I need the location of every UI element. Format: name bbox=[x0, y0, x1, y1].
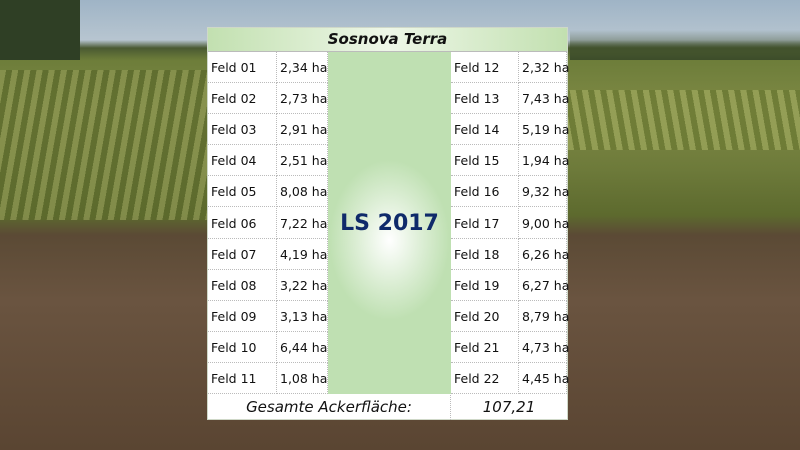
total-value: 107,21 bbox=[482, 398, 536, 416]
field-area: 2,73 ha bbox=[277, 83, 328, 115]
field-name: Feld 04 bbox=[208, 145, 277, 177]
background-trees bbox=[0, 0, 80, 60]
field-area: 6,27 ha bbox=[519, 269, 569, 301]
field-area: 3,22 ha bbox=[277, 269, 328, 301]
game-version-label: LS 2017 bbox=[340, 210, 439, 236]
field-area: 1,94 ha bbox=[519, 145, 569, 177]
field-name: Feld 10 bbox=[208, 331, 277, 363]
field-name: Feld 22 bbox=[451, 363, 519, 394]
field-area: 2,34 ha bbox=[277, 52, 328, 83]
background-treeline bbox=[570, 30, 800, 60]
field-area: 2,51 ha bbox=[277, 145, 328, 177]
field-name: Feld 17 bbox=[451, 207, 519, 239]
field-area: 4,73 ha bbox=[519, 331, 569, 363]
field-area: 8,79 ha bbox=[519, 300, 569, 332]
field-area: 9,00 ha bbox=[519, 207, 569, 239]
field-area: 9,32 ha bbox=[519, 176, 569, 208]
field-area: 1,08 ha bbox=[277, 363, 328, 394]
field-name: Feld 21 bbox=[451, 331, 519, 363]
field-name: Feld 13 bbox=[451, 83, 519, 115]
field-area: 3,13 ha bbox=[277, 300, 328, 332]
field-name: Feld 18 bbox=[451, 238, 519, 270]
background-crop-field bbox=[0, 70, 210, 220]
field-name: Feld 20 bbox=[451, 300, 519, 332]
map-title: Sosnova Terra bbox=[208, 28, 567, 52]
field-name: Feld 15 bbox=[451, 145, 519, 177]
field-name: Feld 12 bbox=[451, 52, 519, 83]
field-name: Feld 19 bbox=[451, 269, 519, 301]
field-area: 8,08 ha bbox=[277, 176, 328, 208]
field-name: Feld 05 bbox=[208, 176, 277, 208]
field-name: Feld 11 bbox=[208, 363, 277, 394]
field-name: Feld 02 bbox=[208, 83, 277, 115]
field-name: Feld 06 bbox=[208, 207, 277, 239]
field-name: Feld 03 bbox=[208, 114, 277, 146]
total-label: Gesamte Ackerfläche: bbox=[208, 395, 451, 420]
field-name: Feld 09 bbox=[208, 300, 277, 332]
field-area: 6,26 ha bbox=[519, 238, 569, 270]
field-area: 7,43 ha bbox=[519, 83, 569, 115]
field-area: 4,45 ha bbox=[519, 363, 569, 394]
field-area: 2,91 ha bbox=[277, 114, 328, 146]
field-name: Feld 16 bbox=[451, 176, 519, 208]
field-area: 5,19 ha bbox=[519, 114, 569, 146]
field-area: 4,19 ha bbox=[277, 238, 328, 270]
background-crop-field-right bbox=[568, 90, 800, 150]
field-area: 2,32 ha bbox=[519, 52, 569, 83]
field-name: Feld 14 bbox=[451, 114, 519, 146]
field-area: 6,44 ha bbox=[277, 331, 328, 363]
center-banner: LS 2017 bbox=[328, 52, 451, 394]
field-name: Feld 01 bbox=[208, 52, 277, 83]
field-name: Feld 08 bbox=[208, 269, 277, 301]
field-name: Feld 07 bbox=[208, 238, 277, 270]
field-area: 7,22 ha bbox=[277, 207, 328, 239]
field-area-table: Sosnova Terra LS 2017 Feld 01 2,34 ha Feld… bbox=[207, 27, 569, 420]
